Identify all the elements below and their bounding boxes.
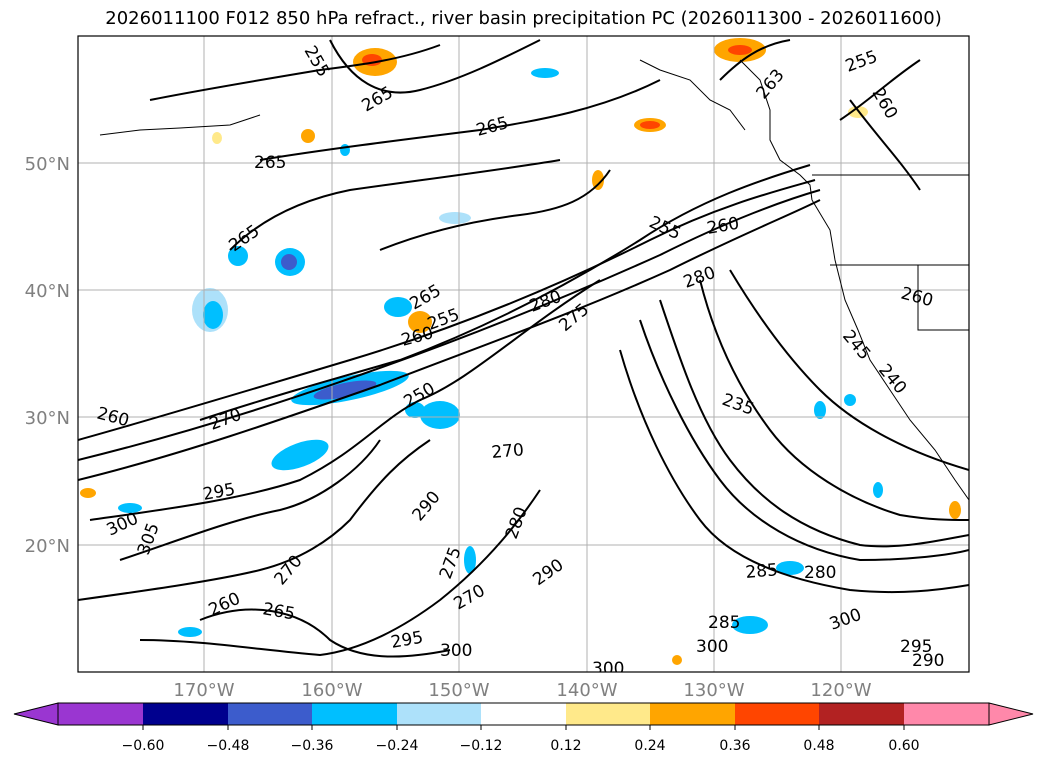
colorbar-segment bbox=[819, 703, 904, 725]
refractivity-contours bbox=[78, 39, 969, 658]
lon-label: 160°W bbox=[301, 680, 362, 701]
lon-label: 140°W bbox=[556, 680, 617, 701]
contour-label: 270 bbox=[491, 440, 525, 463]
colorbar-segment bbox=[904, 703, 989, 725]
colorbar-tick-label: −0.24 bbox=[376, 738, 419, 754]
colorbar-segment bbox=[481, 703, 566, 725]
map-panel: 265 265 265 265 260 255 255 260 255 260 … bbox=[78, 36, 969, 679]
lon-label: 170°W bbox=[173, 680, 234, 701]
latitude-labels: 50°N 40°N 30°N 20°N bbox=[25, 154, 70, 557]
colorbar-segment bbox=[312, 703, 397, 725]
lat-label: 40°N bbox=[25, 281, 70, 302]
colorbar-tick-label: 0.60 bbox=[888, 738, 919, 754]
contour-label: 300 bbox=[696, 637, 728, 657]
colorbar-segment bbox=[58, 703, 143, 725]
colorbar-segment bbox=[397, 703, 481, 725]
colorbar-tick-label: 0.36 bbox=[719, 738, 750, 754]
colorbar-tick-label: −0.60 bbox=[122, 738, 165, 754]
colorbar-extend-low bbox=[13, 702, 59, 726]
colorbar-ticks bbox=[142, 725, 905, 730]
contour-label: 300 bbox=[440, 641, 472, 661]
lon-label: 150°W bbox=[428, 680, 489, 701]
lat-label: 50°N bbox=[25, 154, 70, 175]
colorbar-segment bbox=[566, 703, 650, 725]
lon-label: 120°W bbox=[810, 680, 871, 701]
colorbar-segment bbox=[735, 703, 819, 725]
contour-label: 290 bbox=[912, 651, 944, 671]
contour-label: 300 bbox=[592, 659, 624, 679]
map-frame bbox=[77, 35, 970, 673]
colorbar-segment bbox=[228, 703, 312, 725]
colorbar-tick-label: −0.12 bbox=[460, 738, 503, 754]
map-title: 2026011100 F012 850 hPa refract., river … bbox=[105, 8, 942, 29]
colorbar-segment bbox=[650, 703, 735, 725]
contour-label: 295 bbox=[900, 637, 932, 657]
colorbar-tick-label: −0.36 bbox=[291, 738, 334, 754]
colorbar-tick-label: 0.12 bbox=[550, 738, 581, 754]
contour-label: 280 bbox=[804, 563, 836, 583]
lat-label: 30°N bbox=[25, 408, 70, 429]
colorbar-tick-label: 0.24 bbox=[634, 738, 665, 754]
colorbar-extend-high bbox=[988, 702, 1034, 726]
graticule bbox=[78, 36, 969, 672]
contour-label: 285 bbox=[708, 613, 740, 633]
colorbar-segment bbox=[143, 703, 228, 725]
lon-label: 130°W bbox=[683, 680, 744, 701]
lat-label: 20°N bbox=[25, 536, 70, 557]
longitude-labels: 170°W 160°W 150°W 140°W 130°W 120°W bbox=[173, 680, 871, 701]
colorbar-tick-label: −0.48 bbox=[207, 738, 250, 754]
contour-label: 285 bbox=[745, 560, 779, 583]
colorbar-tick-label: 0.48 bbox=[803, 738, 834, 754]
colorbar: −0.60 −0.48 −0.36 −0.24 −0.12 0.12 0.24 … bbox=[13, 702, 1034, 754]
coastlines bbox=[99, 59, 969, 501]
contour-label: 265 bbox=[254, 153, 286, 173]
